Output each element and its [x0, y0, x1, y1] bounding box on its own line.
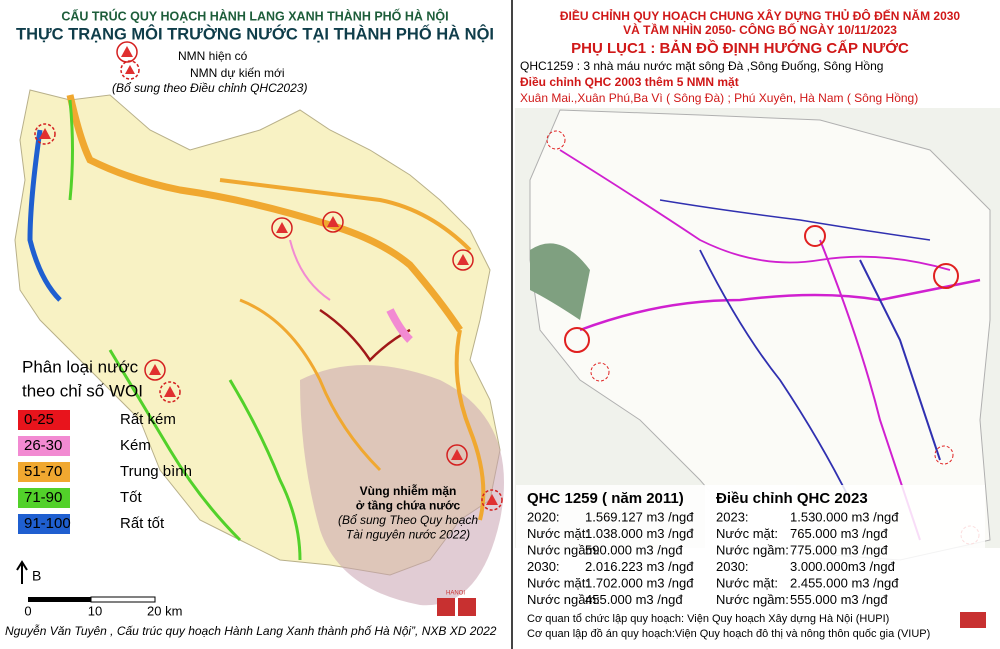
legend-range: 26-30 [24, 437, 62, 454]
legend-text: NMN hiện có [178, 49, 248, 63]
left-map [14, 41, 504, 606]
legend-swatch [18, 488, 70, 508]
table-heading: QHC 1259 ( năm 2011) [527, 490, 684, 507]
table-heading: Điều chỉnh QHC 2023 [716, 490, 868, 507]
title: THỰC TRẠNG MÔI TRƯỜNG NƯỚC TẠI THÀNH PHỐ… [16, 23, 494, 43]
right-map [515, 108, 1000, 610]
legend-label: Rất tốt [120, 515, 165, 532]
row-label: Nước ngầm: [716, 592, 789, 607]
row-label: 2030: [527, 559, 560, 574]
note: Xuân Mai.,Xuân Phú,Ba Vì ( Sông Đà) ; Ph… [520, 91, 918, 105]
agency: Cơ quan lập đồ án quy hoạch:Viện Quy hoạ… [527, 628, 930, 640]
scale-label: 0 [24, 603, 31, 618]
legend-title: theo chỉ số WOI [22, 381, 143, 400]
legend-swatch [18, 436, 70, 456]
legend-range: 51-70 [24, 463, 62, 480]
row-value: 1.702.000 m3 /ngđ [585, 575, 694, 590]
subtitle: CẤU TRÚC QUY HOẠCH HÀNH LANG XANH THÀNH … [61, 8, 448, 23]
row-label: Nước ngầm: [716, 542, 789, 557]
scale-label: 20 km [147, 603, 182, 618]
note: Điều chỉnh QHC 2003 thêm 5 NMN mặt [520, 75, 739, 89]
row-label: Nước mặt: [527, 526, 589, 541]
row-label: 2020: [527, 509, 560, 524]
title: ĐIỀU CHỈNH QUY HOẠCH CHUNG XÂY DỰNG THỦ … [560, 8, 961, 23]
north-label: B [32, 568, 41, 584]
credit: Nguyễn Văn Tuyên , Cấu trúc quy hoạch Hà… [5, 623, 497, 638]
legend-label: Rất kém [120, 411, 176, 428]
row-label: Nước mặt: [716, 575, 778, 590]
scale-label: 10 [88, 603, 102, 618]
row-value: 455.000 m3 /ngđ [585, 592, 683, 607]
legend-label: Tốt [120, 489, 143, 506]
logo [437, 598, 455, 616]
legend-swatch [18, 462, 70, 482]
zone-label: ở tầng chứa nước [356, 499, 461, 513]
legend-text: NMN dự kiến mới [190, 66, 285, 80]
legend-range: 71-90 [24, 489, 62, 506]
zone-label: Vùng nhiễm mặn [360, 483, 457, 498]
legend-note: (Bổ sung theo Điều chỉnh QHC2023) [112, 81, 307, 95]
row-value: 775.000 m3 /ngđ [790, 542, 888, 557]
legend-range: 91-100 [24, 515, 71, 532]
note: QHC1259 : 3 nhà máu nước mặt sông Đà ,Sô… [520, 59, 883, 73]
legend-label: Trung bình [120, 463, 192, 480]
title: VÀ TẦM NHÌN 2050- CÔNG BỐ NGÀY 10/11/202… [623, 22, 897, 37]
row-label: Nước ngầm: [527, 592, 600, 607]
title: PHỤ LỤC1 : BẢN ĐỒ ĐỊNH HƯỚNG CẤP NƯỚC [571, 39, 909, 57]
row-value: 2.455.000 m3 /ngđ [790, 575, 899, 590]
legend-swatch [18, 514, 70, 534]
north-arrow [16, 560, 28, 584]
row-value: 555.000 m3 /ngđ [790, 592, 888, 607]
row-label: 2023: [716, 509, 749, 524]
row-value: 1.530.000 m3 /ngđ [790, 509, 899, 524]
row-value: 3.000.000m3 /ngđ [790, 559, 896, 574]
row-value: 590.000 m3 /ngđ [585, 542, 683, 557]
row-label: Nước mặt: [527, 575, 589, 590]
logo [458, 598, 476, 616]
row-label: Nước mặt: [716, 526, 778, 541]
row-label: Nước ngầm: [527, 542, 600, 557]
legend-label: Kém [120, 437, 151, 454]
agency: Cơ quan tổ chức lập quy hoạch: Viện Quy … [527, 613, 889, 625]
legend-range: 0-25 [24, 411, 54, 428]
zone-label: (Bổ sung Theo Quy hoạch [338, 513, 478, 527]
logo-text: HANOI [446, 591, 465, 597]
legend-swatch [18, 410, 70, 430]
row-value: 765.000 m3 /ngđ [790, 526, 888, 541]
row-value: 1.038.000 m3 /ngđ [585, 526, 694, 541]
scale-bar [28, 596, 156, 603]
row-value: 2.016.223 m3 /ngđ [585, 559, 694, 574]
row-label: 2030: [716, 559, 749, 574]
legend-title: Phân loại nước [22, 357, 139, 376]
zone-label: Tài nguyên nước 2022) [346, 528, 470, 542]
row-value: 1.569.127 m3 /ngđ [585, 509, 694, 524]
logo [960, 612, 986, 628]
